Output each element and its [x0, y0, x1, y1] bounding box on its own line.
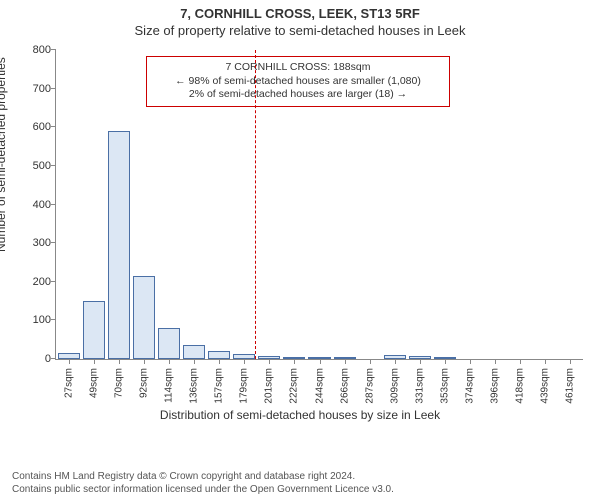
x-tick-label: 179sqm: [239, 365, 250, 404]
x-tick-mark: [420, 359, 421, 364]
x-tick-mark: [370, 359, 371, 364]
footer-line: Contains public sector information licen…: [12, 484, 394, 497]
x-tick-mark: [294, 359, 295, 364]
x-axis-label: Distribution of semi-detached houses by …: [0, 408, 600, 422]
x-tick-mark: [395, 359, 396, 364]
y-tick-mark: [51, 88, 56, 89]
histogram-bar: [208, 351, 230, 359]
x-tick-label: 27sqm: [63, 365, 74, 398]
x-tick-mark: [94, 359, 95, 364]
x-tick-mark: [219, 359, 220, 364]
x-tick-label: 287sqm: [364, 365, 375, 404]
x-tick-mark: [545, 359, 546, 364]
histogram-bar: [183, 345, 205, 359]
y-tick-label: 400: [33, 199, 56, 211]
chart-sub-title: Size of property relative to semi-detach…: [0, 21, 600, 38]
x-tick-mark: [520, 359, 521, 364]
y-tick-label: 800: [33, 44, 56, 56]
footer-line: Contains HM Land Registry data © Crown c…: [12, 471, 394, 484]
y-tick-label: 200: [33, 276, 56, 288]
y-tick-label: 0: [45, 353, 56, 365]
y-tick-mark: [51, 319, 56, 320]
plot-area: 7 CORNHILL CROSS: 188sqm ← 98% of semi-d…: [55, 50, 583, 360]
x-tick-mark: [345, 359, 346, 364]
x-tick-label: 309sqm: [389, 365, 400, 404]
y-tick-mark: [51, 204, 56, 205]
annotation-line: 7 CORNHILL CROSS: 188sqm: [153, 61, 443, 75]
chart-area: Number of semi-detached properties 7 COR…: [0, 42, 600, 422]
x-tick-mark: [445, 359, 446, 364]
y-tick-mark: [51, 358, 56, 359]
x-tick-mark: [169, 359, 170, 364]
x-tick-label: 353sqm: [439, 365, 450, 404]
x-tick-mark: [495, 359, 496, 364]
chart-main-title: 7, CORNHILL CROSS, LEEK, ST13 5RF: [0, 0, 600, 21]
x-tick-mark: [144, 359, 145, 364]
x-tick-label: 461sqm: [565, 365, 576, 404]
x-tick-mark: [470, 359, 471, 364]
x-tick-label: 114sqm: [163, 365, 174, 403]
y-axis-label: Number of semi-detached properties: [0, 57, 8, 252]
histogram-bar: [108, 131, 130, 359]
x-tick-mark: [69, 359, 70, 364]
x-tick-label: 266sqm: [339, 365, 350, 404]
x-tick-label: 157sqm: [214, 365, 225, 404]
histogram-bar: [133, 276, 155, 359]
footer-attribution: Contains HM Land Registry data © Crown c…: [12, 471, 394, 496]
x-tick-label: 201sqm: [264, 365, 275, 404]
x-tick-label: 418sqm: [515, 365, 526, 404]
x-tick-mark: [119, 359, 120, 364]
x-tick-label: 70sqm: [113, 365, 124, 398]
y-tick-label: 300: [33, 237, 56, 249]
x-tick-mark: [269, 359, 270, 364]
y-tick-mark: [51, 165, 56, 166]
x-tick-label: 136sqm: [189, 365, 200, 404]
marker-line: [255, 50, 256, 359]
annotation-box: 7 CORNHILL CROSS: 188sqm ← 98% of semi-d…: [146, 56, 450, 107]
annotation-line: 2% of semi-detached houses are larger (1…: [153, 88, 443, 102]
y-tick-label: 700: [33, 83, 56, 95]
y-tick-label: 600: [33, 121, 56, 133]
x-tick-label: 244sqm: [314, 365, 325, 404]
y-tick-label: 100: [33, 314, 56, 326]
x-tick-label: 331sqm: [414, 365, 425, 404]
histogram-bar: [83, 301, 105, 359]
y-tick-mark: [51, 126, 56, 127]
x-tick-label: 92sqm: [138, 365, 149, 398]
annotation-line: ← 98% of semi-detached houses are smalle…: [153, 75, 443, 89]
x-tick-label: 49sqm: [88, 365, 99, 398]
y-tick-mark: [51, 49, 56, 50]
x-tick-mark: [320, 359, 321, 364]
x-tick-label: 374sqm: [465, 365, 476, 404]
y-tick-mark: [51, 242, 56, 243]
x-tick-mark: [570, 359, 571, 364]
x-tick-mark: [244, 359, 245, 364]
x-tick-mark: [194, 359, 195, 364]
x-tick-label: 396sqm: [490, 365, 501, 404]
x-tick-label: 222sqm: [289, 365, 300, 404]
y-tick-label: 500: [33, 160, 56, 172]
x-tick-label: 439sqm: [540, 365, 551, 404]
histogram-bar: [158, 328, 180, 359]
y-tick-mark: [51, 281, 56, 282]
